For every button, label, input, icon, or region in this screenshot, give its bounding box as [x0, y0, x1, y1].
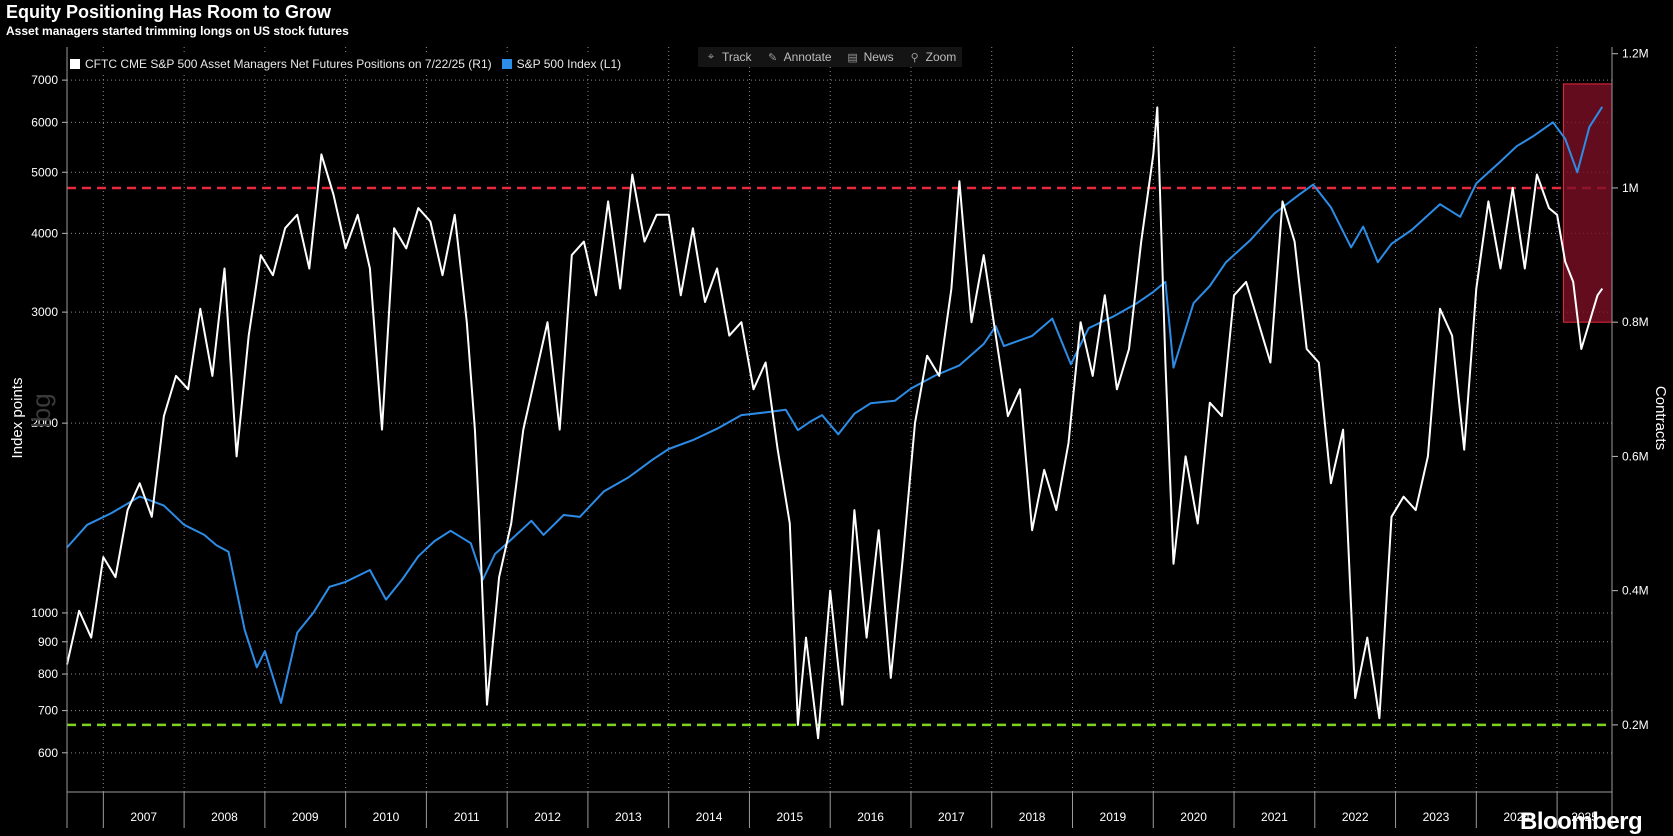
right-axis-tick-label: 0.2M: [1622, 718, 1649, 732]
left-axis-tick-label: 7000: [31, 73, 58, 87]
legend-label-spx: S&P 500 Index (L1): [516, 57, 622, 71]
right-axis-tick-label: 1.2M: [1622, 47, 1649, 61]
legend-label-positions: CFTC CME S&P 500 Asset Managers Net Futu…: [85, 57, 492, 71]
highlight-box: [1563, 83, 1613, 323]
y-axis-label-right: Contracts: [1652, 386, 1669, 450]
x-tick-label: 2019: [1100, 810, 1127, 824]
pencil-icon: ✎: [767, 51, 778, 64]
chart-toolbar: ⌖ Track ✎ Annotate ▤ News ⚲ Zoom: [698, 47, 963, 67]
brand-logo: Bloomberg: [1520, 808, 1643, 835]
left-axis-tick-label: 2000: [31, 416, 58, 430]
crosshair-icon: ⌖: [707, 50, 715, 63]
legend-swatch-spx: [501, 59, 512, 69]
x-tick-label: 2021: [1261, 810, 1288, 824]
x-tick-label: 2011: [454, 810, 480, 824]
left-axis-tick-label: 3000: [31, 305, 58, 319]
legend-item-spx[interactable]: S&P 500 Index (L1): [501, 57, 622, 71]
legend-item-positions[interactable]: CFTC CME S&P 500 Asset Managers Net Futu…: [70, 57, 492, 71]
x-tick-label: 2008: [211, 810, 238, 824]
x-tick-label: 2018: [1019, 810, 1046, 824]
x-tick-label: 2017: [938, 810, 965, 824]
page-title: Equity Positioning Has Room to Grow: [6, 2, 332, 22]
magnifier-icon: ⚲: [910, 51, 919, 64]
left-axis-tick-label: 900: [38, 635, 58, 649]
zoom-label: Zoom: [925, 50, 957, 64]
legend-swatch-positions: [70, 59, 80, 69]
x-tick-label: 2024: [1503, 810, 1530, 824]
x-tick-label: 2010: [373, 810, 400, 824]
x-tick-label: 2007: [130, 810, 157, 824]
x-tick-label: 2025: [1571, 810, 1598, 824]
left-axis-tick-label: 1000: [31, 606, 58, 620]
news-button[interactable]: ▤ News: [846, 50, 894, 64]
left-axis-tick-label: 700: [38, 704, 58, 718]
right-axis-tick-label: 0.8M: [1622, 315, 1649, 329]
x-tick-label: 2012: [534, 810, 561, 824]
x-tick-label: 2014: [696, 810, 723, 824]
series-line-positions: [66, 106, 1604, 740]
reference-lines: [67, 186, 1612, 727]
x-tick-label: 2009: [292, 810, 319, 824]
left-axis-tick-label: 5000: [31, 165, 58, 179]
news-label: News: [863, 50, 894, 64]
news-icon: ▤: [847, 51, 858, 64]
left-axis-tick-label: 6000: [31, 115, 58, 129]
x-tick-label: 2013: [615, 810, 642, 824]
zoom-button[interactable]: ⚲ Zoom: [908, 50, 957, 64]
series-layer: [66, 106, 1604, 740]
y-axis-label-left: Index points: [9, 378, 26, 459]
right-axis-tick-label: 0.6M: [1622, 449, 1649, 463]
right-axis-tick-label: 0.4M: [1622, 584, 1649, 598]
axes: 2007 2008 2009 2010 2011 2012 2013 2014 2015 2016…: [31, 47, 1649, 828]
annotate-button[interactable]: ✎ Annotate: [766, 50, 832, 64]
highlight-box-rect: [1563, 83, 1613, 323]
x-tick-label: 2015: [776, 810, 803, 824]
x-tick-label: 2016: [857, 810, 884, 824]
track-label: Track: [722, 50, 752, 64]
x-tick-label: 2020: [1180, 810, 1207, 824]
x-tick-label: 2023: [1423, 810, 1450, 824]
left-axis-tick-label: 800: [38, 667, 58, 681]
left-axis-tick-label: 600: [38, 746, 58, 760]
watermark: lbg: [26, 393, 56, 428]
x-tick-label: 2022: [1342, 810, 1369, 824]
right-axis-tick-label: 1M: [1622, 181, 1639, 195]
series-line-spx: [66, 106, 1604, 704]
annotate-label: Annotate: [783, 50, 832, 64]
page-subtitle: Asset managers started trimming longs on…: [6, 24, 349, 38]
track-button[interactable]: ⌖ Track: [704, 50, 752, 64]
left-axis-tick-label: 4000: [31, 226, 58, 240]
legend: CFTC CME S&P 500 Asset Managers Net Futu…: [70, 53, 632, 75]
